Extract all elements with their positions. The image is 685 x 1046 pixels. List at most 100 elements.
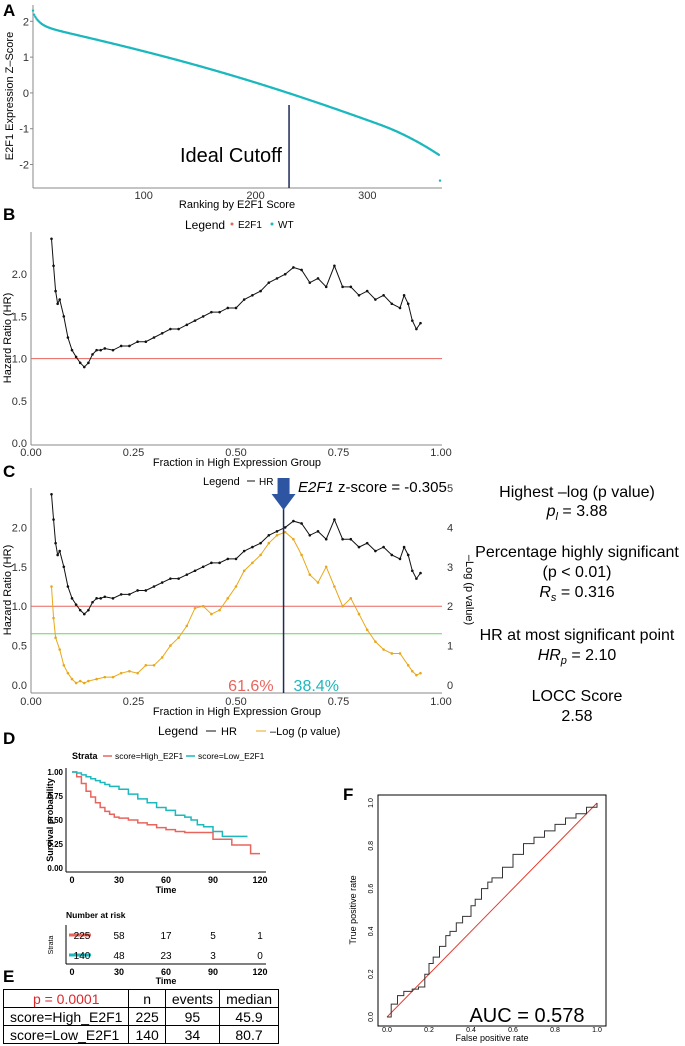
panel-c-pvalue-point xyxy=(111,675,115,679)
panel-c-pvalue-point xyxy=(185,624,189,628)
side-percentage-significant: Percentage highly significant xyxy=(475,544,679,561)
panel-f-y-label: True positive rate xyxy=(348,875,358,944)
panel-b-point xyxy=(193,319,197,322)
panel-b-point xyxy=(234,306,238,310)
panel-b-point xyxy=(365,289,369,293)
panel-b-point xyxy=(242,298,246,301)
table-cell-n: 140 xyxy=(128,1025,166,1044)
panel-c-pvalue-point xyxy=(128,669,131,673)
panel-a-legend-title: Legend xyxy=(185,218,225,232)
panel-d-risk-low-value: 0 xyxy=(257,951,263,962)
panel-f-roc-curve xyxy=(387,803,598,1018)
panel-a-legend-marker-wt xyxy=(270,222,274,226)
panel-d-y-tick-label: 0.25 xyxy=(47,840,63,849)
panel-c-pvalue-point xyxy=(382,648,385,651)
panel-c-pvalue-point xyxy=(58,648,61,651)
panel-f-roc-chart: 0.0 0.2 0.4 0.6 0.8 1.0 0.0 0.2 0.4 0.6 0.8 1.0 AU… xyxy=(348,794,607,1043)
panel-c-hr-point xyxy=(382,545,385,549)
locc-summary-text: Highest –log (p value) pl = 3.88 Percent… xyxy=(475,484,679,725)
panel-c-hr-point xyxy=(50,493,53,496)
panel-c-x-tick-label: 0.00 xyxy=(20,696,41,708)
panel-c-y-tick-label: 0.5 xyxy=(12,641,27,653)
panel-c-y-tick-label: 0.0 xyxy=(12,680,27,692)
panel-c-pvalue-point xyxy=(62,664,66,667)
panel-b-point xyxy=(210,310,213,314)
panel-c-x-tick-label: 0.25 xyxy=(123,696,144,708)
panel-c-hr-point xyxy=(160,581,164,584)
panel-label-b: B xyxy=(3,205,15,224)
panel-c-hr-point xyxy=(242,549,246,553)
panel-d-risk-high-value: 58 xyxy=(113,931,125,942)
panel-f-x-tick-label: 0.2 xyxy=(424,1027,434,1034)
panel-c-hr-point xyxy=(91,600,94,604)
table-row: p = 0.0001 n events median xyxy=(2,989,279,1008)
panel-b-x-tick-label: 0.00 xyxy=(20,447,41,459)
panel-b-point xyxy=(357,294,361,297)
panel-d-risk-high-value: 17 xyxy=(160,931,172,942)
panel-c-pvalue-point xyxy=(300,553,303,557)
panel-f-frame xyxy=(377,794,607,1027)
panel-b-y-tick-label: 1.0 xyxy=(12,354,27,366)
table-cell-events: 95 xyxy=(164,1007,221,1026)
panel-b-point xyxy=(402,294,406,297)
panel-c-pvalue-point xyxy=(160,656,164,659)
panel-b-point xyxy=(316,277,320,280)
panel-b-point xyxy=(341,285,344,289)
panel-b-point xyxy=(292,266,295,269)
panel-c-hr-point xyxy=(95,597,98,600)
panel-f-x-tick-label: 1.0 xyxy=(592,1027,602,1034)
panel-c-pvalue-point xyxy=(66,671,70,675)
panel-b-point xyxy=(128,344,131,348)
panel-c-pvalue-point xyxy=(103,675,107,679)
panel-a-cutoff-annotation: Ideal Cutoff xyxy=(180,145,282,167)
panel-a-y-label: E2F1 Expression Z–Score xyxy=(4,32,16,160)
panel-c-pvalue-point xyxy=(70,677,74,681)
panel-c-pvalue-point xyxy=(95,677,98,681)
panel-e-stats-table: p = 0.0001 n events median score=High_E2… xyxy=(2,989,279,1044)
panel-a-x-label: Ranking by E2F1 Score xyxy=(179,199,295,211)
panel-c-legend-bottom-title: Legend xyxy=(158,724,198,738)
side-pl-value: pl = 3.88 xyxy=(546,503,608,523)
panel-c-hr-point xyxy=(283,526,287,529)
panel-c-hr-point xyxy=(177,577,180,580)
panel-c-pvalue-point xyxy=(177,636,180,640)
panel-b-point xyxy=(275,277,279,280)
panel-f-x-tick-label: 0.0 xyxy=(382,1027,392,1034)
panel-c-pvalue-point xyxy=(144,664,148,667)
panel-c-pvalue-point xyxy=(316,581,320,584)
panel-label-f: F xyxy=(343,785,353,804)
panel-b-point xyxy=(152,336,156,339)
panel-c-hr-point xyxy=(152,585,156,588)
panel-b-point xyxy=(300,268,303,272)
panel-d-y-tick-label: 0.50 xyxy=(47,816,63,825)
panel-c-y2-tick-label: 3 xyxy=(447,562,453,574)
panel-b-point xyxy=(349,285,353,289)
panel-c-pvalue-point xyxy=(87,679,90,683)
panel-d-x-label: Time xyxy=(156,885,177,895)
panel-b-point xyxy=(83,365,86,369)
panel-c-pvalue-point xyxy=(333,585,336,588)
panel-c-hr-point xyxy=(58,549,61,553)
panel-c-right-percent: 38.4% xyxy=(294,678,339,695)
panel-a-y-tick-label: 2 xyxy=(23,16,29,28)
panel-c-pvalue-point xyxy=(119,671,123,675)
panel-b-point xyxy=(259,289,262,293)
panel-c-x-tick-label: 0.75 xyxy=(328,696,349,708)
panel-b-point xyxy=(333,264,336,268)
panel-c-pvalue-point xyxy=(169,644,172,647)
panel-f-x-label: False positive rate xyxy=(455,1033,528,1043)
panel-b-y-tick-label: 2.0 xyxy=(12,269,27,281)
panel-c-left-percent: 61.6% xyxy=(228,678,273,695)
panel-b-point xyxy=(74,355,78,359)
panel-b-point xyxy=(119,344,123,348)
panel-c-hr-point xyxy=(56,553,59,557)
panel-a-legend-e2f1: E2F1 xyxy=(238,220,262,231)
panel-a-y-tick-label: 1 xyxy=(23,52,29,64)
panel-c-pvalue-point xyxy=(267,541,271,545)
panel-c-hr-point xyxy=(374,549,377,553)
panel-d-strata-title: Strata xyxy=(72,751,99,761)
panel-c-y2-tick-label: 5 xyxy=(447,483,453,495)
panel-c-hr-point xyxy=(185,573,189,576)
panel-label-c: C xyxy=(3,462,15,481)
panel-c-hr-point xyxy=(259,541,262,545)
